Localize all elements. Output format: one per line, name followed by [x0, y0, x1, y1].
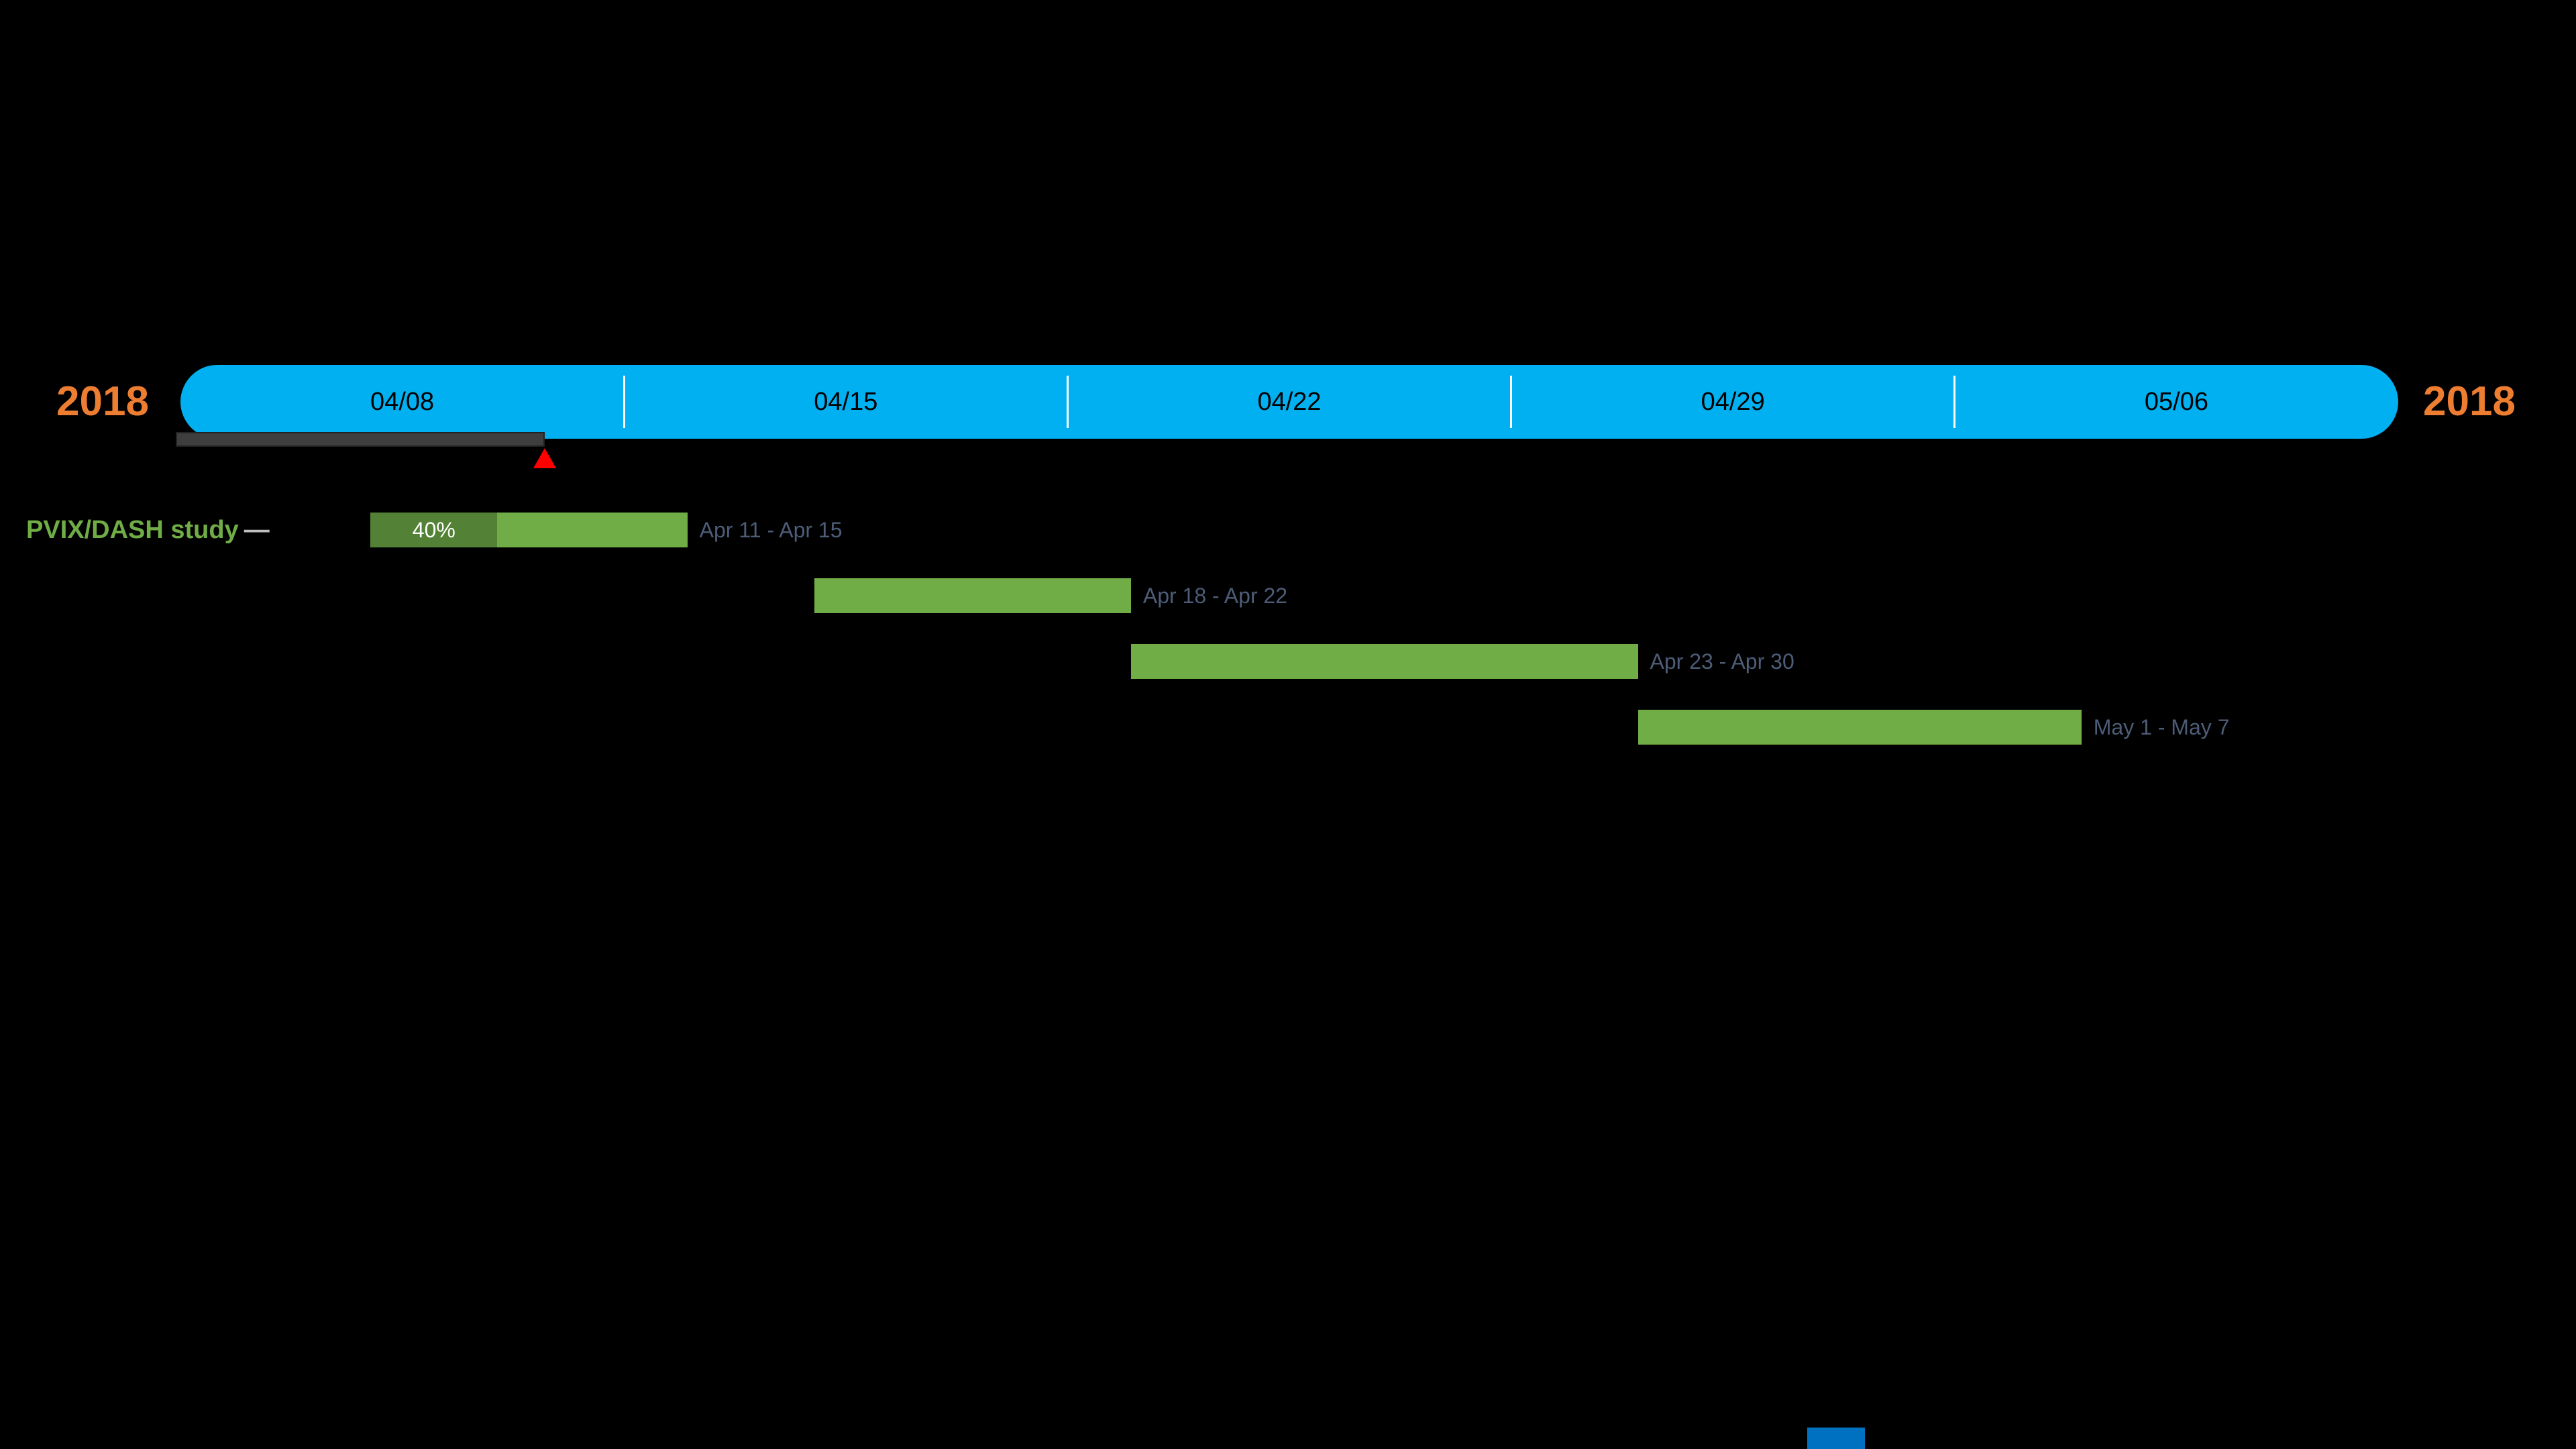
task-percent-label: 40% [412, 517, 455, 542]
task-group-label-text: PVIX/DASH study [26, 516, 239, 544]
elapsed-bar [176, 432, 545, 447]
task-date-label: Apr 23 - Apr 30 [1650, 649, 1794, 674]
bottom-partial-element [1807, 1428, 1865, 1449]
timeline-week-tick: 04/08 [370, 387, 435, 416]
task-bar: 40% [370, 513, 688, 547]
timeline-week-tick: 04/15 [623, 365, 1067, 439]
task-date-label: Apr 11 - Apr 15 [699, 518, 843, 542]
task-complete-fill: 40% [370, 513, 498, 547]
task-bar [1638, 710, 2082, 745]
timeline-year-right: 2018 [2423, 378, 2516, 425]
timeline-week-tick: 04/29 [1510, 365, 1955, 439]
task-date-label: Apr 18 - Apr 22 [1142, 584, 1288, 608]
task-group-label: PVIX/DASH study — [26, 513, 270, 547]
today-marker-triangle-icon [533, 448, 557, 468]
timeline-year-left: 2018 [56, 378, 149, 425]
row-connector-dash: — [244, 516, 270, 544]
task-bar [814, 578, 1131, 613]
timeline-week-tick: 05/06 [1953, 365, 2398, 439]
task-bar [1130, 644, 1638, 679]
timeline-bar: 04/08 04/15 04/22 04/29 05/06 [180, 365, 2398, 439]
timeline-week-tick: 04/22 [1066, 365, 1511, 439]
task-date-label: May 1 - May 7 [2093, 715, 2230, 739]
